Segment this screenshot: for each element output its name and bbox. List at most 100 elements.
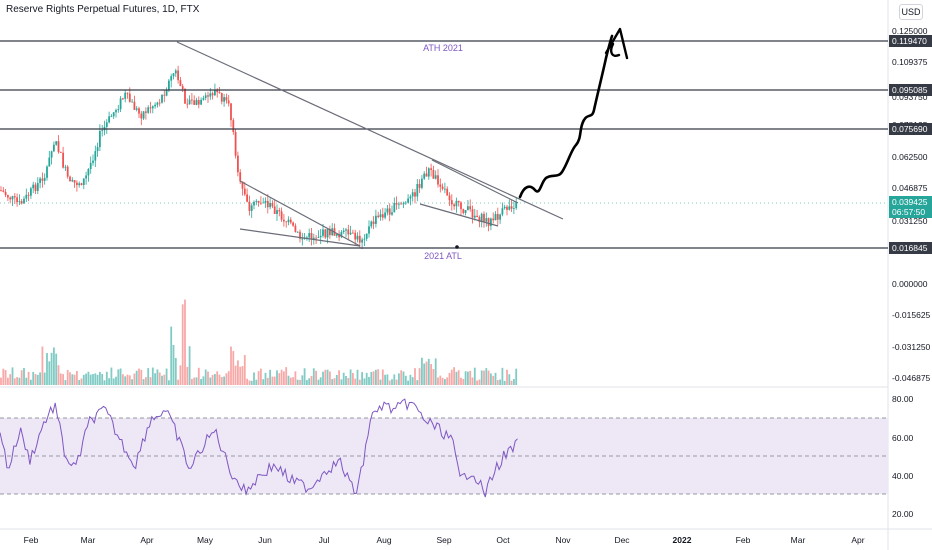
- volume-bar: [349, 369, 352, 385]
- candle-body: [283, 219, 285, 222]
- volume-bar: [326, 369, 329, 385]
- atl-annotation: 2021 ATL: [424, 251, 462, 261]
- volume-bar: [248, 380, 251, 385]
- price-tick: 0.093750: [892, 92, 928, 102]
- volume-bar: [473, 367, 476, 385]
- candle-body: [460, 202, 462, 210]
- volume-bar: [508, 374, 511, 385]
- candle-body: [469, 206, 472, 210]
- volume-bar: [154, 373, 156, 385]
- time-tick: 2022: [673, 535, 692, 545]
- volume-bar: [391, 379, 393, 385]
- major-downtrend-line[interactable]: [176, 41, 564, 220]
- candle-body: [237, 155, 239, 173]
- candle-body: [248, 201, 251, 211]
- volume-bar: [216, 371, 219, 385]
- volume-bar: [393, 374, 396, 385]
- volume-bar: [135, 370, 138, 385]
- candle-body: [220, 93, 223, 102]
- candle-body: [181, 86, 184, 89]
- rsi-tick: 60.00: [892, 433, 914, 443]
- volume-bar: [448, 372, 451, 385]
- candle-body: [515, 201, 518, 209]
- volume-bar: [354, 378, 357, 385]
- volume-bar: [168, 380, 170, 385]
- volume-bar: [356, 369, 359, 385]
- candle-body: [41, 178, 44, 181]
- volume-bar: [209, 377, 212, 385]
- volume-bar: [27, 371, 30, 385]
- currency-badge[interactable]: USD: [899, 4, 923, 20]
- candle-body: [444, 188, 446, 190]
- candle-body: [105, 122, 108, 127]
- time-tick: Aug: [376, 535, 391, 545]
- candle-body: [354, 232, 357, 240]
- candle-body: [186, 103, 189, 105]
- volume-bar: [379, 379, 382, 385]
- candle-body: [260, 202, 262, 204]
- volume-bar: [411, 377, 414, 385]
- volume-bar: [492, 375, 495, 385]
- volume-bar: [197, 367, 200, 385]
- volume-bar: [388, 380, 391, 385]
- candle-body: [483, 213, 485, 222]
- volume-bar: [18, 377, 21, 385]
- candle-body: [400, 203, 403, 205]
- candle-body: [329, 228, 331, 236]
- volume-bar: [414, 368, 416, 385]
- candle-body: [53, 144, 55, 152]
- candle-body: [0, 190, 2, 191]
- wedge-lower-line[interactable]: [239, 228, 361, 247]
- candle-body: [409, 196, 412, 199]
- volume-bar: [126, 374, 129, 385]
- flag-upper-line[interactable]: [431, 159, 519, 204]
- volume-bar: [165, 368, 168, 385]
- flag-lower-line[interactable]: [419, 203, 499, 227]
- volume-bar: [315, 370, 317, 385]
- volume-bar: [4, 370, 7, 385]
- volume-bar: [211, 374, 214, 385]
- wedge-upper-line[interactable]: [239, 180, 361, 247]
- candle-body: [492, 218, 495, 221]
- candle-body: [464, 210, 467, 213]
- candle-body: [453, 204, 455, 207]
- volume-bar: [11, 367, 14, 385]
- candle-body: [253, 201, 255, 206]
- volume-bar: [46, 352, 48, 385]
- volume-tick: -0.031250: [892, 342, 931, 352]
- candle-body: [204, 95, 207, 99]
- candle-body: [11, 196, 14, 200]
- time-tick: Nov: [555, 535, 571, 545]
- volume-tick: 0.000000: [892, 279, 928, 289]
- volume-bar: [138, 368, 140, 385]
- volume-bar: [377, 369, 380, 385]
- level-label-box: [889, 123, 932, 135]
- volume-bar: [324, 369, 327, 385]
- projection-arrow-path[interactable]: [518, 34, 614, 199]
- volume-bar: [301, 375, 304, 385]
- candle-body: [191, 99, 193, 101]
- volume-bar: [101, 373, 104, 385]
- volume-bar: [16, 377, 18, 385]
- candle-body: [414, 192, 416, 197]
- volume-bar: [200, 378, 202, 385]
- candle-body: [55, 141, 58, 145]
- candle-body: [140, 113, 143, 119]
- atl-marker: [455, 245, 459, 249]
- candle-body: [370, 221, 373, 227]
- candle-body: [285, 221, 288, 223]
- candle-body: [269, 202, 271, 208]
- candle-body: [312, 237, 315, 240]
- candle-body: [262, 202, 265, 204]
- candle-body: [57, 141, 60, 153]
- candle-body: [223, 97, 225, 102]
- candle-body: [384, 212, 386, 218]
- candle-body: [59, 152, 62, 153]
- candle-body: [202, 98, 205, 100]
- volume-bar: [269, 369, 271, 385]
- volume-bar: [476, 380, 478, 385]
- volume-bar: [94, 373, 97, 385]
- projection-arrow-head[interactable]: [604, 27, 629, 60]
- volume-bar: [308, 378, 311, 385]
